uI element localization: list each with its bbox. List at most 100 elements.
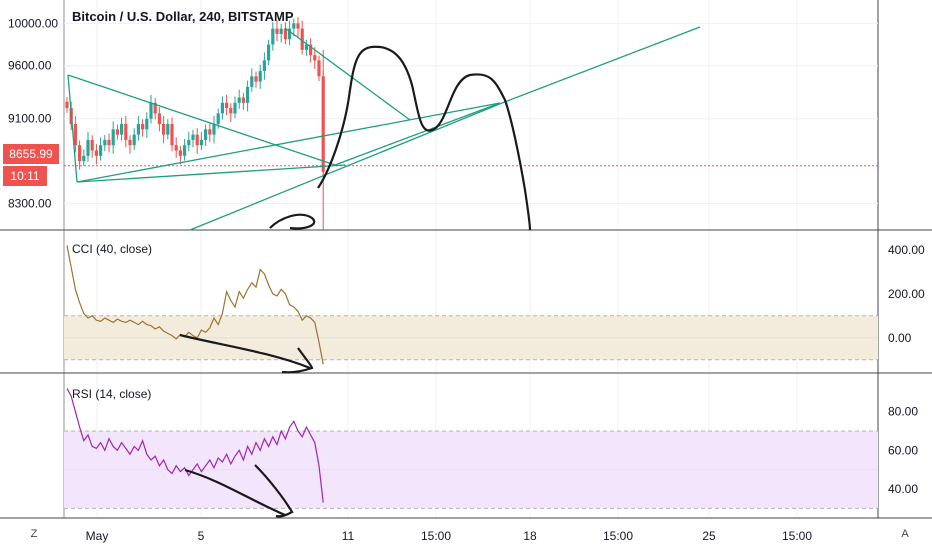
candle-body xyxy=(162,124,166,135)
candle-body xyxy=(246,86,250,103)
candle-body xyxy=(65,101,69,109)
zoom-button[interactable]: Z xyxy=(30,528,38,540)
rsi-tick-label: 40.00 xyxy=(888,482,918,496)
rsi-tick-label: 80.00 xyxy=(888,405,918,419)
candle-body xyxy=(170,124,174,146)
candle-body xyxy=(216,113,220,125)
candle-body xyxy=(271,28,275,45)
candle-body xyxy=(275,28,279,34)
candle-body xyxy=(90,139,94,151)
time-tick-label: 11 xyxy=(342,529,355,543)
candle-body xyxy=(187,139,191,146)
cci-tick-label: 200.00 xyxy=(888,287,925,301)
time-tick-label: 18 xyxy=(523,529,537,543)
candle-body xyxy=(145,118,149,130)
candle-body xyxy=(204,129,208,140)
candle-body xyxy=(124,124,128,140)
candle-body xyxy=(191,134,195,140)
hand-drawn-arrow xyxy=(179,333,314,374)
candle-body xyxy=(317,60,321,77)
candle-body xyxy=(136,124,140,135)
countdown-badge: 10:11 xyxy=(3,166,47,186)
hand-drawn-arrow xyxy=(184,464,294,518)
chart-title: Bitcoin / U.S. Dollar, 240, BITSTAMP xyxy=(72,9,294,24)
price-tick-label: 8300.00 xyxy=(8,197,52,211)
candle-body xyxy=(262,60,266,72)
trendline xyxy=(67,74,78,183)
time-tick-label: 5 xyxy=(198,529,205,543)
candle-body xyxy=(78,145,82,162)
cci-tick-label: 0.00 xyxy=(888,331,912,345)
candle-body xyxy=(229,108,233,114)
candle-body xyxy=(115,129,119,135)
candle-body xyxy=(128,139,132,146)
candle-body xyxy=(195,134,199,146)
trendline xyxy=(501,26,701,104)
candle-body xyxy=(183,145,187,156)
candle-body xyxy=(304,44,308,50)
candle-body xyxy=(86,139,90,156)
time-tick-label: 15:00 xyxy=(421,529,451,543)
candle-body xyxy=(267,44,271,61)
trendline xyxy=(334,102,501,166)
candle-body xyxy=(103,139,107,146)
trendline xyxy=(67,74,336,166)
candle-body xyxy=(250,76,254,87)
candle-body xyxy=(149,102,153,119)
candle-body xyxy=(111,129,115,146)
candle-body xyxy=(283,28,287,40)
candle-body xyxy=(292,23,296,29)
candle-body xyxy=(288,28,292,40)
candle-body xyxy=(212,124,216,135)
candle-body xyxy=(82,155,86,162)
time-tick-label: 15:00 xyxy=(782,529,812,543)
candle-body xyxy=(258,71,262,82)
candle-body xyxy=(199,139,203,146)
auto-scale-button[interactable]: A xyxy=(901,528,909,540)
hand-drawn-hook xyxy=(269,213,316,230)
cci-label: CCI (40, close) xyxy=(72,242,153,256)
candle-body xyxy=(279,28,283,34)
candle-body xyxy=(313,55,317,61)
trendline xyxy=(76,164,346,183)
candle-body xyxy=(174,145,178,151)
candle-body xyxy=(178,150,182,156)
candle-body xyxy=(241,97,245,103)
cci-line xyxy=(66,245,324,365)
rsi-label: RSI (14, close) xyxy=(72,387,152,401)
price-tick-label: 9100.00 xyxy=(8,112,52,126)
candle-body xyxy=(94,150,98,156)
trendline xyxy=(76,102,501,183)
rsi-line xyxy=(66,388,324,503)
candle-body xyxy=(99,145,103,156)
candle-body xyxy=(132,134,136,146)
candle-body xyxy=(157,113,161,125)
candle-body xyxy=(141,124,145,130)
candle-body xyxy=(107,139,111,146)
candle-body xyxy=(220,102,224,114)
trendline xyxy=(189,102,503,231)
candle-body xyxy=(254,76,258,82)
candle-body xyxy=(208,129,212,135)
candle-body xyxy=(237,97,241,103)
candle-body xyxy=(73,124,77,146)
hand-drawn-curve xyxy=(317,45,532,231)
trendline xyxy=(284,27,411,121)
candle-body xyxy=(296,23,300,29)
rsi-tick-label: 60.00 xyxy=(888,443,918,457)
candle-body xyxy=(300,28,304,50)
time-tick-label: May xyxy=(86,529,109,543)
time-tick-label: 15:00 xyxy=(603,529,633,543)
candle-body xyxy=(166,124,170,135)
candle-body xyxy=(309,44,313,56)
cci-tick-label: 400.00 xyxy=(888,243,925,257)
candle-body xyxy=(120,124,124,135)
last-price-badge: 8655.99 xyxy=(3,144,59,164)
candle-body xyxy=(153,102,157,114)
candle-body xyxy=(233,102,237,114)
candle-body xyxy=(225,102,229,109)
price-tick-label: 10000.00 xyxy=(8,16,58,30)
price-tick-label: 9600.00 xyxy=(8,59,52,73)
time-tick-label: 25 xyxy=(702,529,716,543)
